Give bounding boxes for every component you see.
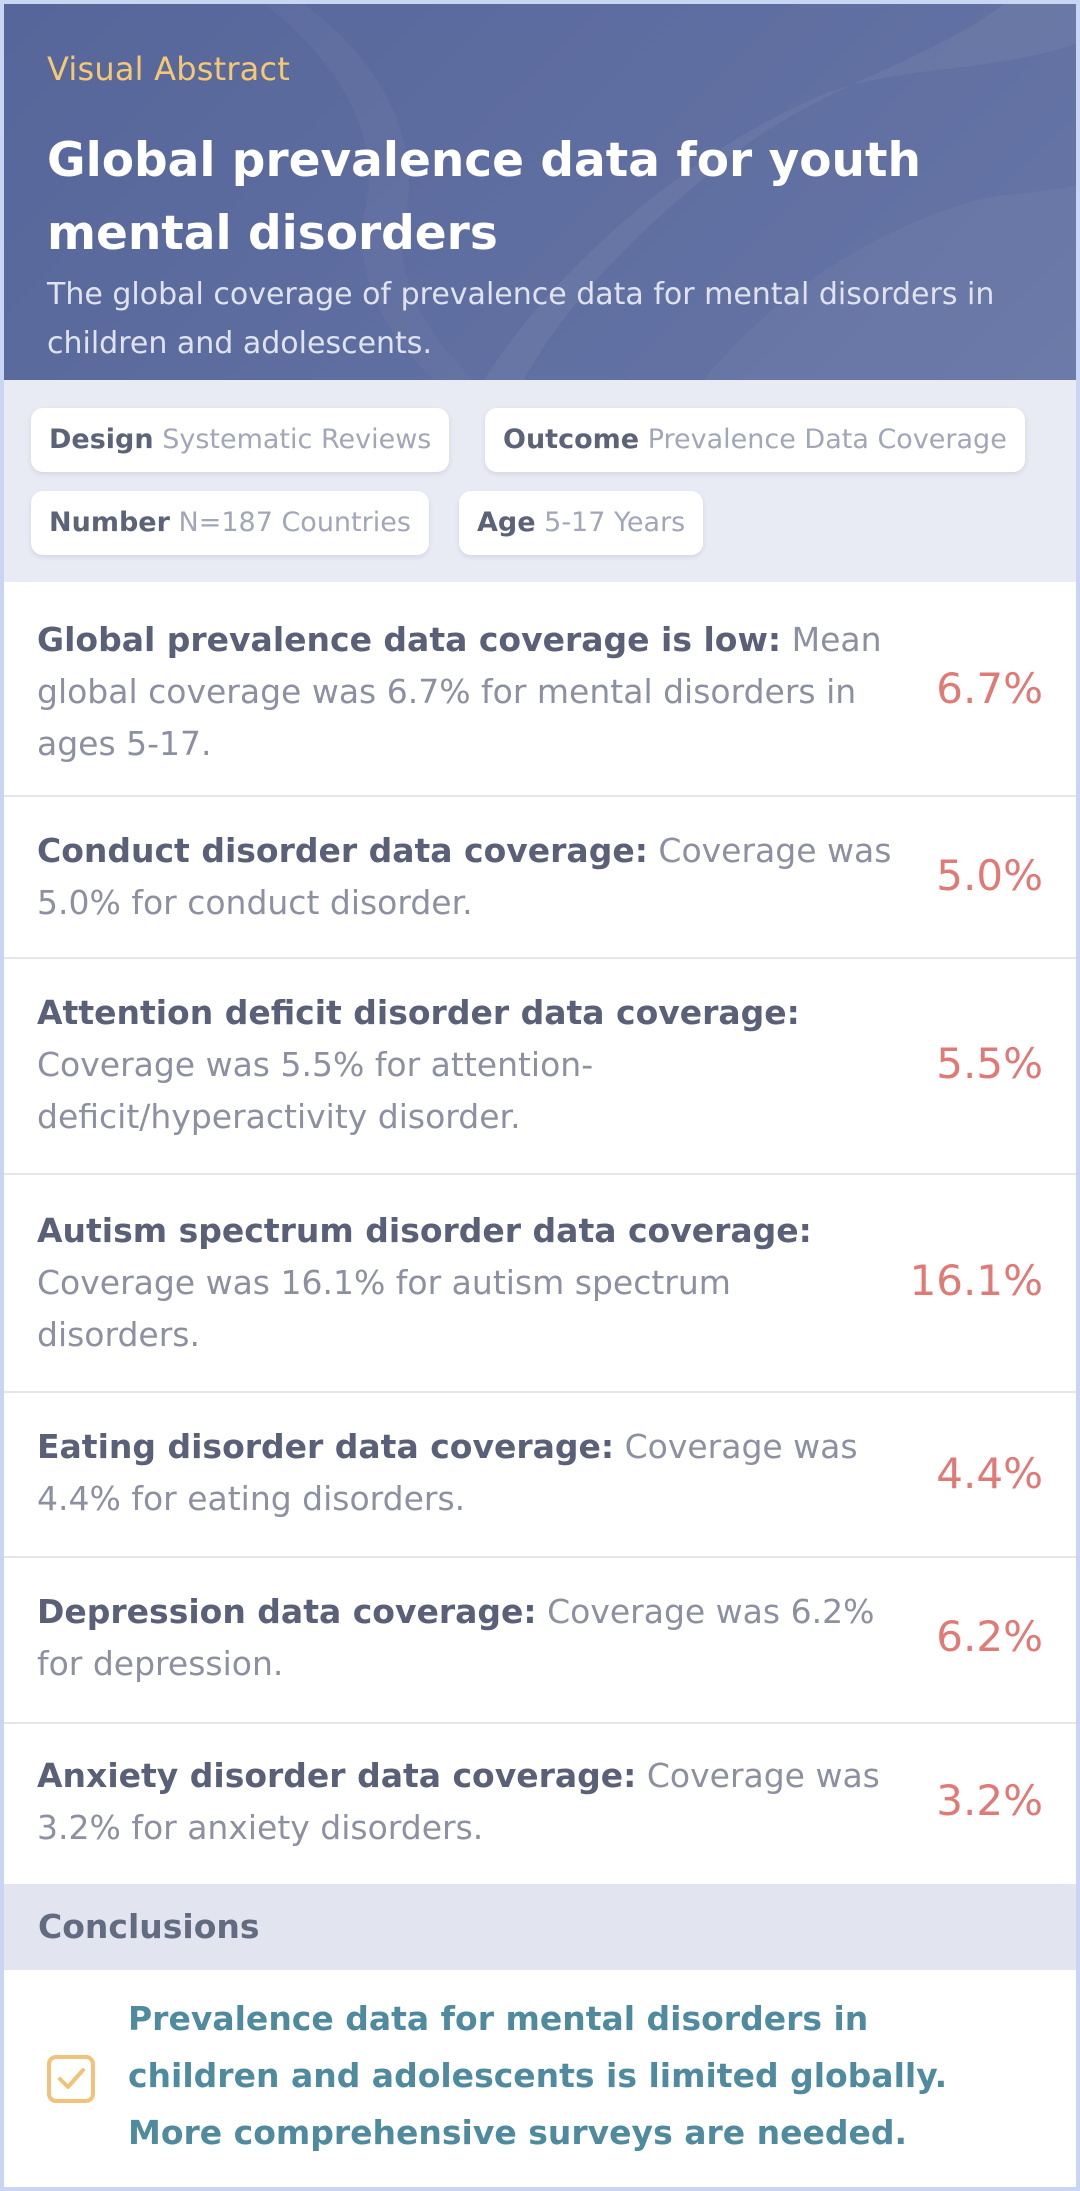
findings-list: Global prevalence data coverage is low: … bbox=[4, 582, 1076, 1884]
tag-key: Outcome bbox=[503, 424, 640, 455]
tag-key: Number bbox=[49, 507, 170, 538]
finding-value: 5.5% bbox=[936, 1039, 1043, 1088]
finding-heading: Conduct disorder data coverage: bbox=[37, 831, 648, 870]
tag-value: N=187 Countries bbox=[178, 507, 411, 538]
finding-heading: Anxiety disorder data coverage: bbox=[37, 1756, 637, 1795]
finding-text: Anxiety disorder data coverage: Coverage… bbox=[37, 1750, 897, 1854]
tag-age: Age 5-17 Years bbox=[459, 491, 704, 555]
finding-heading: Autism spectrum disorder data coverage: bbox=[37, 1211, 812, 1250]
finding-heading: Global prevalence data coverage is low: bbox=[37, 620, 782, 659]
finding-text: Conduct disorder data coverage: Coverage… bbox=[37, 825, 897, 929]
finding-text: Eating disorder data coverage: Coverage … bbox=[37, 1421, 897, 1525]
finding-row: Conduct disorder data coverage: Coverage… bbox=[4, 797, 1076, 959]
finding-heading: Attention deficit disorder data coverage… bbox=[37, 993, 800, 1032]
finding-row: Eating disorder data coverage: Coverage … bbox=[4, 1393, 1076, 1558]
finding-value: 4.4% bbox=[936, 1449, 1043, 1498]
finding-text: Depression data coverage: Coverage was 6… bbox=[37, 1586, 897, 1690]
finding-row: Autism spectrum disorder data coverage: … bbox=[4, 1175, 1076, 1393]
finding-heading: Depression data coverage: bbox=[37, 1592, 537, 1631]
finding-text: Attention deficit disorder data coverage… bbox=[37, 987, 897, 1143]
tag-key: Design bbox=[49, 424, 154, 455]
finding-body: Coverage was 3.2% for anxiety disorders. bbox=[37, 1756, 880, 1847]
header-swirl-decoration bbox=[484, 4, 1076, 380]
page-title: Global prevalence data for youth mental … bbox=[47, 133, 921, 261]
conclusion-text: Prevalence data for mental disorders in … bbox=[128, 1999, 948, 2152]
tag-value: Prevalence Data Coverage bbox=[647, 424, 1007, 455]
finding-body: Coverage was 16.1% for autism spectrum d… bbox=[37, 1263, 731, 1354]
finding-body: Mean global coverage was 6.7% for mental… bbox=[37, 620, 882, 763]
finding-text: Autism spectrum disorder data coverage: … bbox=[37, 1205, 897, 1361]
finding-row: Global prevalence data coverage is low: … bbox=[4, 582, 1076, 797]
tag-value: Systematic Reviews bbox=[162, 424, 432, 455]
tag-design: Design Systematic Reviews bbox=[31, 408, 450, 472]
finding-row: Depression data coverage: Coverage was 6… bbox=[4, 1558, 1076, 1724]
finding-row: Anxiety disorder data coverage: Coverage… bbox=[4, 1724, 1076, 1884]
eyebrow-label: Visual Abstract bbox=[47, 50, 291, 88]
tag-outcome: Outcome Prevalence Data Coverage bbox=[485, 408, 1025, 472]
finding-body: Coverage was 4.4% for eating disorders. bbox=[37, 1427, 858, 1518]
finding-value: 5.0% bbox=[936, 851, 1043, 900]
finding-value: 6.2% bbox=[936, 1612, 1043, 1661]
finding-text: Global prevalence data coverage is low: … bbox=[37, 614, 897, 770]
tag-key: Age bbox=[477, 507, 536, 538]
finding-value: 16.1% bbox=[909, 1256, 1043, 1305]
conclusions-heading: Conclusions bbox=[4, 1884, 1076, 1970]
finding-value: 6.7% bbox=[936, 664, 1043, 713]
finding-body: Coverage was 6.2% for depression. bbox=[37, 1592, 875, 1683]
finding-body: Coverage was 5.0% for conduct disorder. bbox=[37, 831, 892, 922]
tag-number: Number N=187 Countries bbox=[31, 491, 429, 555]
conclusions-body: Prevalence data for mental disorders in … bbox=[4, 1970, 1076, 2184]
finding-value: 3.2% bbox=[936, 1776, 1043, 1825]
study-tags: Design Systematic Reviews Outcome Preval… bbox=[4, 380, 1076, 582]
tag-value: 5-17 Years bbox=[544, 507, 686, 538]
finding-body: Coverage was 5.5% for attention-deficit/… bbox=[37, 1045, 594, 1136]
page-subtitle: The global coverage of prevalence data f… bbox=[47, 277, 995, 361]
finding-heading: Eating disorder data coverage: bbox=[37, 1427, 615, 1466]
header-banner: Visual Abstract Global prevalence data f… bbox=[4, 4, 1076, 380]
checkbox-check-icon bbox=[47, 2055, 95, 2103]
finding-row: Attention deficit disorder data coverage… bbox=[4, 959, 1076, 1175]
